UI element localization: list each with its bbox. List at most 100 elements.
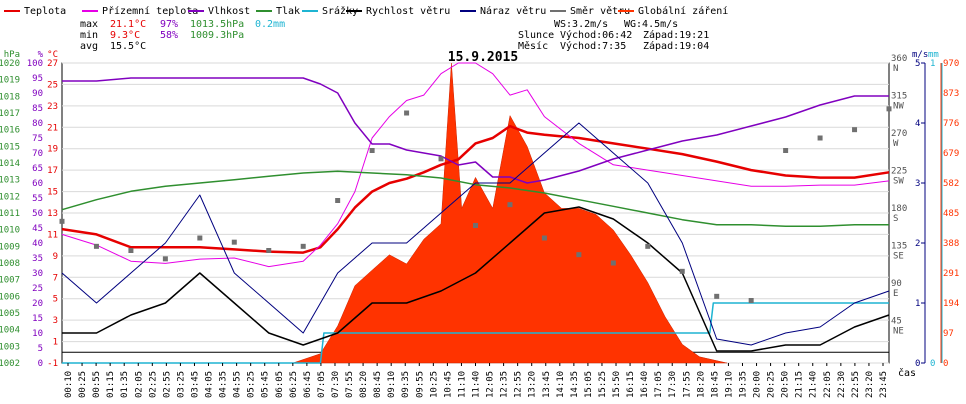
x-tick-label: 17:30 <box>668 371 678 398</box>
series-line <box>62 77 889 184</box>
sunrise: Východ:06:42 <box>560 29 632 41</box>
radiation-tick: 582 <box>943 179 959 189</box>
legend-item: Směr větru <box>570 5 630 17</box>
wg-value: WG:4.5m/s <box>624 19 678 30</box>
x-tick-label: 07:05 <box>317 371 327 398</box>
humidity-tick: 30 <box>32 269 43 279</box>
pressure-tick: 1006 <box>0 292 20 302</box>
wind-speed-tick: 0 <box>915 359 920 369</box>
wind-direction-point <box>266 248 272 253</box>
temperature-tick: 3 <box>53 316 58 326</box>
humidity-tick: 55 <box>32 194 43 204</box>
wind-speed-tick: 3 <box>915 179 920 189</box>
wind-dir-label: SW <box>893 177 904 187</box>
wind-direction-point <box>369 148 375 153</box>
temperature-tick: 19 <box>47 145 58 155</box>
temp-min: 9.3°C <box>110 30 140 41</box>
x-tick-label: 04:55 <box>233 371 243 398</box>
temperature-tick: 17 <box>47 166 58 176</box>
wind-dir-label: NW <box>893 102 904 112</box>
pressure-tick: 1020 <box>0 59 20 69</box>
wind-dir-label: N <box>893 64 898 74</box>
x-tick-label: 06:25 <box>289 371 299 398</box>
x-tick-label: 06:05 <box>275 371 285 398</box>
humidity-tick: 90 <box>32 89 43 99</box>
x-tick-label: 22:30 <box>837 371 847 398</box>
radiation-area-shape <box>292 62 728 364</box>
series-layer <box>59 62 892 364</box>
wind-dir-label: SE <box>893 252 904 262</box>
x-tick-label: 12:05 <box>486 371 496 398</box>
legend-item: Tlak <box>276 6 300 17</box>
x-tick-label: 03:45 <box>190 371 200 398</box>
axis-unit: m/s <box>912 50 928 60</box>
temperature-tick: 13 <box>47 209 58 219</box>
pressure-tick: 1019 <box>0 76 20 86</box>
x-tick-label: 20:25 <box>767 371 777 398</box>
pressure-tick: 1016 <box>0 126 20 136</box>
x-tick-label: 01:15 <box>106 371 116 398</box>
x-tick-label: 16:40 <box>640 371 650 398</box>
wind-dir-tick: 360 <box>891 54 907 64</box>
moonset: Západ:19:04 <box>643 40 709 52</box>
axis-unit: mm <box>928 50 939 60</box>
wind-direction-point <box>610 260 616 266</box>
x-axis: 00:10 00:25 00:55 01:15 01:35 02:05 02:25 02:55… <box>64 363 889 398</box>
x-tick-label: 02:05 <box>134 371 144 398</box>
x-tick-label: 10:45 <box>443 371 453 398</box>
x-tick-label: 01:35 <box>120 371 130 398</box>
pressure-tick: 1018 <box>0 92 20 102</box>
x-tick-label: 03:25 <box>176 371 186 398</box>
humidity-tick: 70 <box>32 149 43 159</box>
x-tick-label: 23:20 <box>865 371 875 398</box>
wind-dir-label: E <box>893 289 898 299</box>
radiation-tick: 485 <box>943 209 959 219</box>
radiation-area <box>292 62 728 364</box>
wind-direction-point <box>128 248 134 253</box>
x-tick-label: 11:10 <box>457 371 467 398</box>
wind-dir-tick: 90 <box>891 279 902 289</box>
temperature-tick: 5 <box>53 295 58 305</box>
series-line <box>62 302 889 364</box>
radiation-tick: 291 <box>943 269 959 279</box>
astro-block: WS:3.2m/s WG:4.5m/s Slunce Východ:06:42 … <box>518 19 709 52</box>
humidity-tick: 25 <box>32 284 43 294</box>
humidity-tick: 100 <box>27 59 43 69</box>
radiation-tick: 0 <box>943 359 948 369</box>
moonrise: Východ:7:35 <box>560 40 626 52</box>
x-tick-label: 17:55 <box>682 371 692 398</box>
x-tick-label: 20:00 <box>753 371 763 398</box>
pressure-tick: 1015 <box>0 142 20 152</box>
pressure-tick: 1007 <box>0 276 20 286</box>
x-tick-label: 11:40 <box>472 371 482 398</box>
temperature-tick: 9 <box>53 252 58 262</box>
wind-dir-tick: 180 <box>891 204 907 214</box>
left-axes: hPa1020101910181017101610151014101310121… <box>0 50 58 369</box>
x-tick-label: 19:10 <box>724 371 734 398</box>
wind-direction-point <box>300 243 306 249</box>
radiation-tick: 873 <box>943 89 959 99</box>
wind-direction-point <box>438 156 444 162</box>
pressure-tick: 1008 <box>0 259 20 269</box>
pressure-tick: 1002 <box>0 359 20 369</box>
x-tick-label: 14:10 <box>556 371 566 398</box>
legend-item: Rychlost větru <box>366 5 450 17</box>
hum-max: 97% <box>160 19 178 30</box>
humidity-tick: 20 <box>32 299 43 309</box>
temperature-tick: 15 <box>47 188 58 198</box>
wind-direction-point <box>645 243 651 249</box>
x-tick-label: 04:35 <box>219 371 229 398</box>
pressure-tick: 1017 <box>0 109 20 119</box>
x-tick-label: 08:45 <box>373 371 383 398</box>
humidity-tick: 80 <box>32 119 43 129</box>
x-tick-label: 04:05 <box>205 371 215 398</box>
x-tick-label: 02:25 <box>148 371 158 398</box>
x-tick-label: 00:10 <box>64 371 74 398</box>
humidity-tick: 75 <box>32 134 43 144</box>
humidity-tick: 85 <box>32 104 43 114</box>
x-tick-label: 07:30 <box>331 371 341 398</box>
legend-item: Globální záření <box>638 5 728 17</box>
stats-block: max 21.1°C 97% 1013.5hPa 0.2mm min 9.3°C… <box>80 19 285 52</box>
